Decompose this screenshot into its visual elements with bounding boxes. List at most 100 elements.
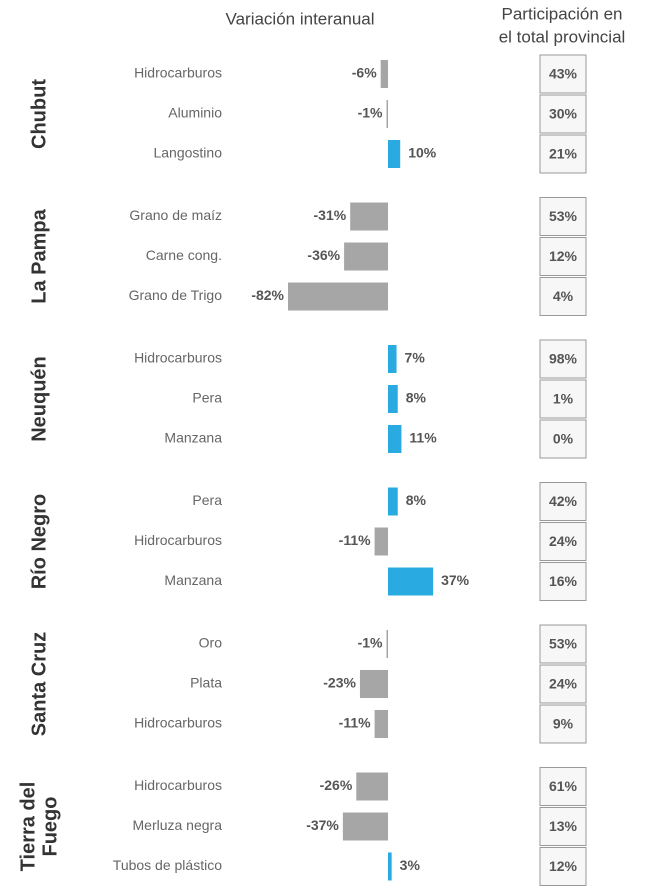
share-label: 21% [549, 146, 578, 162]
share-header: el total provincial [499, 27, 626, 46]
value-label: -26% [320, 777, 353, 793]
category-label: Hidrocarburos [134, 350, 222, 366]
group-label: Santa Cruz [28, 632, 50, 736]
share-box [539, 339, 587, 379]
share-label: 12% [549, 858, 578, 874]
bar [359, 670, 388, 698]
category-label: Manzana [164, 430, 222, 446]
variation-header: Variación interanual [226, 9, 375, 28]
value-label: 7% [405, 350, 426, 366]
category-label: Carne cong. [146, 247, 222, 263]
bar [388, 345, 397, 373]
share-box [539, 94, 587, 134]
bar [344, 242, 388, 271]
share-label: 0% [553, 431, 574, 447]
value-label: -82% [251, 287, 284, 303]
share-box [539, 197, 587, 236]
share-label: 53% [549, 636, 578, 652]
value-label: 10% [408, 145, 437, 161]
share-label: 24% [549, 533, 578, 549]
value-label: 8% [406, 390, 427, 406]
group-label: Chubut [28, 79, 50, 149]
share-label: 30% [549, 106, 578, 122]
share-label: 9% [553, 716, 574, 732]
share-box [539, 562, 587, 601]
share-box [539, 807, 587, 846]
share-label: 12% [549, 248, 578, 264]
value-label: 37% [441, 572, 470, 588]
bar [342, 812, 388, 841]
share-label: 53% [549, 208, 578, 224]
share-box [539, 54, 587, 94]
bar [388, 567, 434, 596]
bar [386, 630, 388, 658]
category-label: Langostino [153, 145, 222, 161]
value-label: -23% [323, 675, 356, 691]
value-label: -11% [339, 715, 371, 731]
share-label: 16% [549, 573, 578, 589]
category-label: Hidrocarburos [134, 65, 222, 81]
category-label: Aluminio [168, 105, 222, 121]
bar [288, 282, 388, 311]
group-label: Tierra del [17, 782, 39, 872]
bar [388, 140, 401, 168]
share-label: 1% [553, 391, 574, 407]
value-label: -1% [358, 105, 383, 121]
share-box [539, 277, 587, 316]
category-label: Tubos de plástico [113, 857, 222, 873]
category-label: Hidrocarburos [134, 715, 222, 731]
bar [374, 527, 388, 556]
value-label: -31% [314, 207, 347, 223]
category-label: Pera [192, 390, 222, 406]
group-label: La Pampa [28, 208, 50, 303]
share-box [539, 522, 587, 561]
bar [388, 425, 402, 453]
group-label: Neuquén [28, 356, 50, 442]
value-label: -1% [358, 635, 383, 651]
group-label: Río Negro [28, 494, 50, 590]
category-label: Merluza negra [133, 817, 223, 833]
value-label: -6% [352, 65, 377, 81]
share-box [539, 134, 587, 174]
category-label: Hidrocarburos [134, 777, 222, 793]
bar [388, 852, 392, 881]
bar [380, 60, 388, 88]
share-box [539, 237, 587, 276]
value-label: -11% [339, 532, 371, 548]
share-label: 13% [549, 818, 578, 834]
value-label: -37% [306, 817, 339, 833]
share-box [539, 704, 587, 744]
share-label: 4% [553, 288, 574, 304]
category-label: Hidrocarburos [134, 532, 222, 548]
category-label: Grano de maíz [129, 207, 222, 223]
category-label: Pera [192, 492, 222, 508]
share-label: 43% [549, 66, 578, 82]
share-box [539, 767, 587, 806]
bar [350, 202, 388, 231]
share-box [539, 379, 587, 419]
category-label: Oro [199, 635, 223, 651]
share-label: 42% [549, 493, 578, 509]
share-label: 61% [549, 778, 578, 794]
category-label: Plata [190, 675, 222, 691]
share-label: 98% [549, 351, 578, 367]
category-label: Manzana [164, 572, 222, 588]
bar [374, 710, 388, 738]
bar [388, 385, 398, 413]
bar [356, 772, 388, 801]
bar [386, 100, 388, 128]
value-label: 11% [409, 430, 437, 446]
share-header: Participación en [502, 4, 623, 23]
value-label: 3% [400, 857, 421, 873]
share-box [539, 847, 587, 886]
bar [388, 487, 398, 516]
share-label: 24% [549, 676, 578, 692]
share-box [539, 664, 587, 704]
share-box [539, 482, 587, 521]
value-label: -36% [307, 247, 340, 263]
value-label: 8% [406, 492, 427, 508]
group-label: Fuego [39, 797, 61, 857]
share-box [539, 624, 587, 664]
category-label: Grano de Trigo [129, 287, 223, 303]
